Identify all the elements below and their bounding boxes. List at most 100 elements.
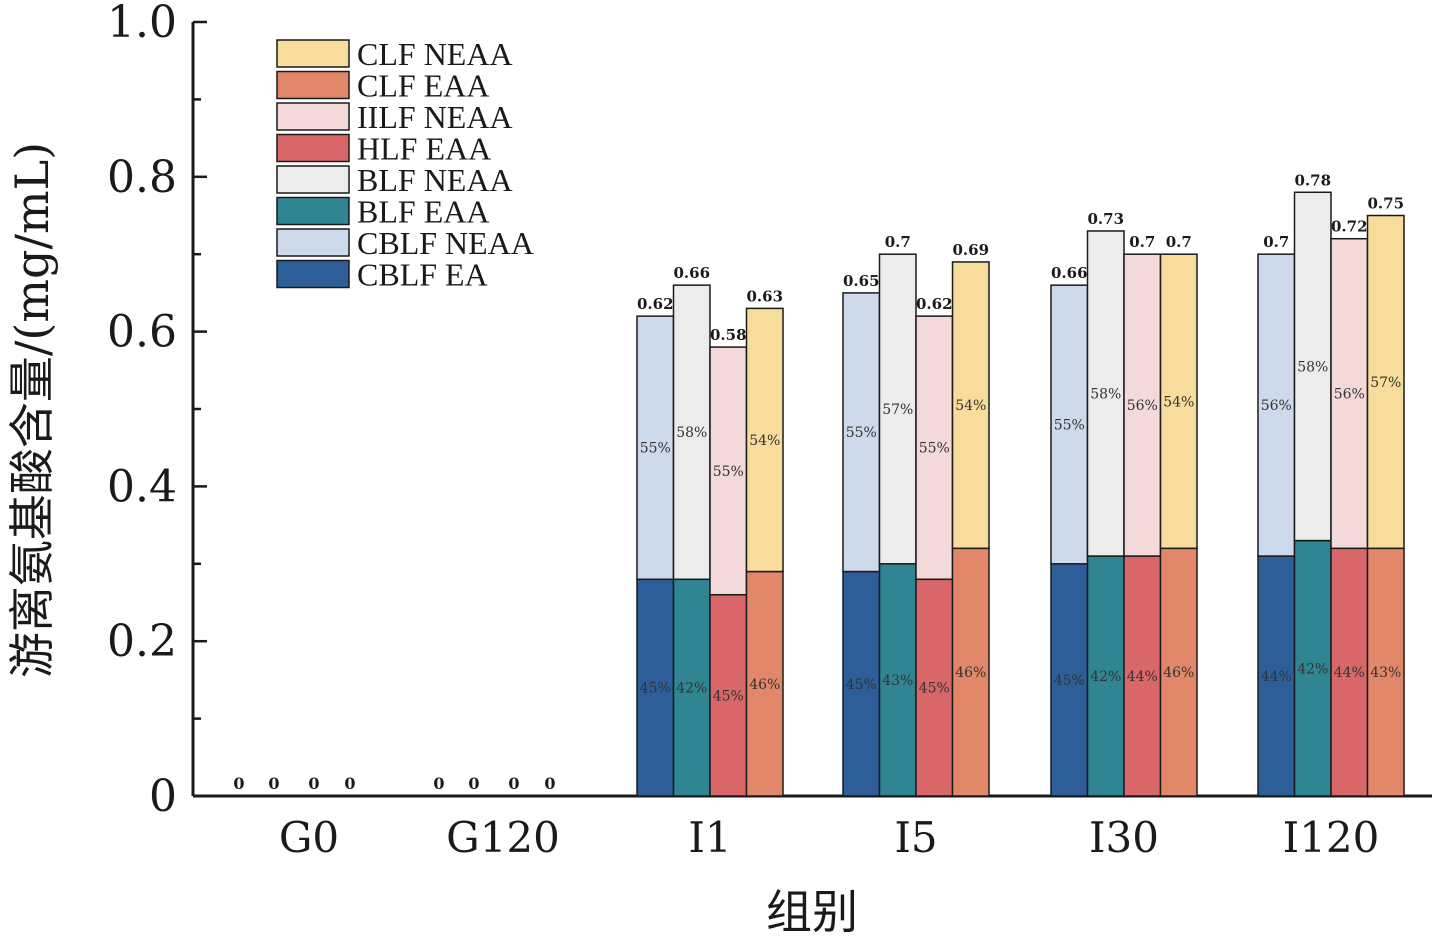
eaa-percent-label: 43% bbox=[882, 673, 913, 689]
neaa-percent-label: 55% bbox=[713, 464, 744, 480]
bar-segment-cblf-eaa bbox=[1257, 555, 1296, 797]
eaa-percent-label: 46% bbox=[749, 677, 780, 693]
bar-group-G0: 0 0 0 0 bbox=[233, 774, 355, 793]
legend-swatch bbox=[276, 102, 350, 131]
bar-group-I1: 0.62 45% 55% 0.66 42% 58% 0.58 45% 55% 0.63 46% 54% bbox=[636, 264, 784, 797]
neaa-percent-label: 58% bbox=[676, 425, 707, 441]
eaa-percent-label: 44% bbox=[1127, 669, 1158, 685]
neaa-percent-label: 58% bbox=[1297, 359, 1328, 375]
bar-group-G120: 0 0 0 0 bbox=[433, 774, 555, 793]
neaa-percent-label: 56% bbox=[1127, 398, 1158, 414]
x-axis-title: 组别 bbox=[766, 885, 858, 939]
bar-segment-blf-neaa bbox=[1293, 191, 1332, 542]
total-label: 0.72 bbox=[1331, 218, 1368, 236]
bar-segment-clf-neaa bbox=[1366, 214, 1405, 550]
y-tick-label: 0.8 bbox=[107, 152, 177, 203]
bar-segment-hlf-eaa bbox=[1330, 547, 1369, 797]
eaa-percent-label: 46% bbox=[1163, 665, 1194, 681]
legend-item: IILF NEAA bbox=[276, 99, 513, 135]
bar-segment-cblf-neaa bbox=[1050, 284, 1089, 565]
neaa-percent-label: 56% bbox=[1334, 387, 1365, 403]
total-label: 0 bbox=[544, 774, 555, 793]
neaa-percent-label: 57% bbox=[882, 402, 913, 418]
bar-segment-hlf-eaa bbox=[1123, 555, 1162, 797]
legend-swatch bbox=[276, 165, 350, 194]
bar-segment-cblf-eaa bbox=[636, 578, 675, 797]
neaa-percent-label: 57% bbox=[1370, 375, 1401, 391]
bar-segment-clf-neaa bbox=[745, 307, 784, 573]
total-label: 0.58 bbox=[710, 326, 747, 344]
neaa-percent-label: 54% bbox=[955, 398, 986, 414]
eaa-percent-label: 42% bbox=[676, 681, 707, 697]
legend-label: IILF NEAA bbox=[357, 99, 513, 135]
total-label: 0.62 bbox=[637, 295, 674, 313]
neaa-percent-label: 55% bbox=[919, 441, 950, 457]
total-label: 0.73 bbox=[1087, 210, 1124, 228]
y-axis: 0 0.2 0.4 0.6 0.8 1.0 bbox=[107, 0, 207, 822]
x-tick-label: G0 bbox=[279, 813, 339, 862]
legend-label: BLF EAA bbox=[357, 194, 489, 230]
bar-segment-cblf-neaa bbox=[842, 292, 881, 573]
legend-item: CLF NEAA bbox=[276, 36, 513, 72]
eaa-percent-label: 44% bbox=[1261, 669, 1292, 685]
eaa-percent-label: 45% bbox=[919, 681, 950, 697]
eaa-percent-label: 43% bbox=[1370, 665, 1401, 681]
total-label: 0 bbox=[344, 774, 355, 793]
bar-segment-blf-neaa bbox=[1086, 230, 1125, 557]
bar-segment-hlf-neaa bbox=[1123, 253, 1162, 557]
bar-segment-hlf-neaa bbox=[709, 346, 748, 596]
total-label: 0.63 bbox=[746, 287, 783, 305]
y-tick-label: 0 bbox=[149, 771, 177, 822]
total-label: 0 bbox=[433, 774, 444, 793]
legend-label: CLF EAA bbox=[357, 68, 489, 104]
eaa-percent-label: 46% bbox=[955, 665, 986, 681]
total-label: 0.7 bbox=[1166, 233, 1192, 251]
eaa-percent-label: 45% bbox=[713, 688, 744, 704]
legend-item: HLF EAA bbox=[276, 131, 491, 167]
y-tick-label: 0.2 bbox=[107, 616, 177, 667]
legend-swatch bbox=[276, 259, 350, 289]
bar-segment-cblf-eaa bbox=[1050, 563, 1089, 797]
bar-segment-clf-eaa bbox=[951, 547, 990, 797]
bar-segment-clf-neaa bbox=[951, 261, 990, 550]
x-axis: G0 G120 I1 I5 I30 I120 bbox=[193, 794, 1432, 862]
eaa-percent-label: 42% bbox=[1297, 661, 1328, 677]
eaa-percent-label: 42% bbox=[1090, 669, 1121, 685]
y-tick-label: 0.6 bbox=[107, 307, 177, 358]
legend-swatch bbox=[276, 70, 350, 100]
bar-group-I30: 0.66 45% 55% 0.73 42% 58% 0.7 44% 56% 0.7 46% 54% bbox=[1050, 210, 1198, 797]
eaa-percent-label: 45% bbox=[1054, 673, 1085, 689]
eaa-percent-label: 44% bbox=[1334, 665, 1365, 681]
total-label: 0 bbox=[308, 774, 319, 793]
bars: 0 0 0 0 0 0 0 00.6245%55%0.6642%58%0.5845%55%0.… bbox=[233, 171, 1405, 797]
y-tick-label: 0.4 bbox=[107, 461, 177, 512]
legend-swatch bbox=[276, 196, 350, 226]
x-tick-label: I30 bbox=[1089, 813, 1159, 862]
total-label: 0.66 bbox=[673, 264, 710, 282]
neaa-percent-label: 55% bbox=[846, 425, 877, 441]
legend-label: CLF NEAA bbox=[357, 36, 513, 72]
legend-item: BLF NEAA bbox=[276, 162, 513, 198]
total-label: 0.62 bbox=[916, 295, 953, 313]
neaa-percent-label: 56% bbox=[1261, 398, 1292, 414]
legend-item: CBLF EA bbox=[276, 257, 488, 293]
total-label: 0.66 bbox=[1051, 264, 1088, 282]
x-tick-label: I120 bbox=[1283, 813, 1380, 862]
y-tick-label: 1.0 bbox=[107, 0, 177, 48]
x-tick-label: G120 bbox=[446, 813, 560, 862]
total-label: 0.7 bbox=[1263, 233, 1289, 251]
x-tick-label: I1 bbox=[688, 813, 731, 862]
neaa-percent-label: 55% bbox=[640, 441, 671, 457]
total-label: 0.65 bbox=[843, 272, 880, 290]
neaa-percent-label: 55% bbox=[1054, 417, 1085, 433]
legend-label: BLF NEAA bbox=[357, 162, 513, 198]
eaa-percent-label: 45% bbox=[846, 677, 877, 693]
bar-segment-cblf-neaa bbox=[636, 315, 675, 581]
legend-label: HLF EAA bbox=[357, 131, 491, 167]
neaa-percent-label: 54% bbox=[1163, 394, 1194, 410]
bar-segment-blf-eaa bbox=[672, 578, 711, 797]
bar-group-I5: 0.65 45% 55% 0.7 43% 57% 0.62 45% 55% 0.69 46% 54% bbox=[842, 233, 990, 797]
legend-swatch bbox=[276, 228, 350, 257]
